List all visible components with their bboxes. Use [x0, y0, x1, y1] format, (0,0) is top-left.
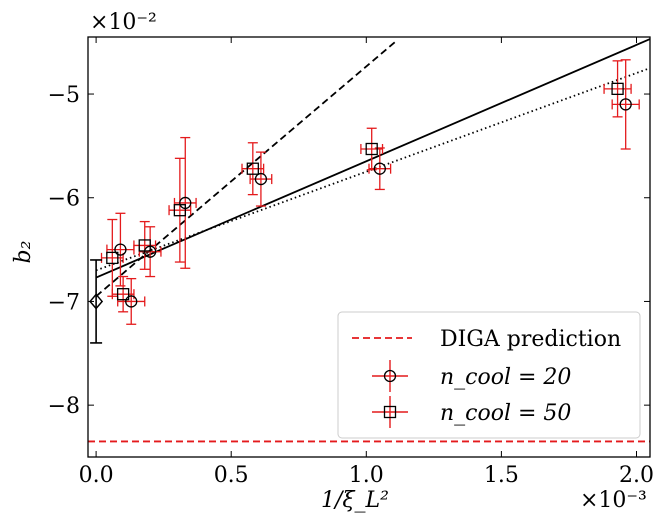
ncool50-point-0 — [106, 251, 119, 265]
error-bars — [100, 59, 640, 325]
x-tick-label-0: 0.0 — [79, 463, 114, 488]
tick-labels: 0.0 0.5 1.0 1.5 2.0 −5 −6 −7 −8 — [48, 83, 654, 488]
y-multiplier-label: ×10⁻² — [90, 10, 157, 35]
ncool50-point-3 — [173, 204, 187, 217]
legend-diga-label: DIGA prediction — [440, 327, 621, 352]
fit-line-dotted — [95, 67, 650, 272]
ncool20-point-4 — [254, 172, 268, 186]
y-tick-label-2: −7 — [48, 290, 80, 315]
x-tick-label-2: 1.0 — [349, 463, 384, 488]
ncool50-point-4 — [246, 162, 259, 175]
legend-ncool50-label: n_cool = 50 — [440, 401, 571, 426]
y-tick-label-3: −8 — [48, 394, 80, 419]
x-axis-label: 1/ξ_L² — [321, 488, 389, 513]
x-tick-label-1: 0.5 — [214, 463, 249, 488]
x-tick-label-3: 1.5 — [484, 463, 519, 488]
ncool20-point-6 — [619, 98, 632, 111]
legend-ncool50-marker — [383, 405, 397, 419]
ncool50-point-6 — [611, 82, 624, 96]
ncool20-point-1 — [125, 295, 138, 308]
y-tick-label-1: −6 — [48, 187, 80, 212]
y-axis-label: b₂ — [11, 241, 36, 264]
legend-ncool20-marker — [383, 369, 397, 383]
reference-diamond-marker — [89, 293, 104, 310]
fit-lines — [95, 38, 650, 297]
ncool50-point-5 — [365, 142, 378, 156]
ncool50-point-2 — [138, 239, 151, 252]
x-tick-label-4: 2.0 — [619, 463, 654, 488]
markers — [106, 82, 632, 308]
ticks — [88, 37, 650, 457]
legend-ncool20-label: n_cool = 20 — [440, 365, 571, 390]
x-multiplier-label: ×10⁻³ — [580, 488, 647, 513]
ncool50-point-1 — [116, 288, 130, 301]
fit-line-solid — [95, 38, 650, 279]
ncool20-point-0 — [114, 243, 127, 256]
plot-frame — [87, 36, 651, 458]
legend: DIGA prediction n_cool = 20 n_cool = 50 — [337, 311, 641, 439]
y-tick-label-0: −5 — [48, 83, 80, 108]
legend-box — [337, 311, 641, 439]
ncool20-point-5 — [373, 162, 386, 175]
reference-point — [89, 259, 104, 344]
